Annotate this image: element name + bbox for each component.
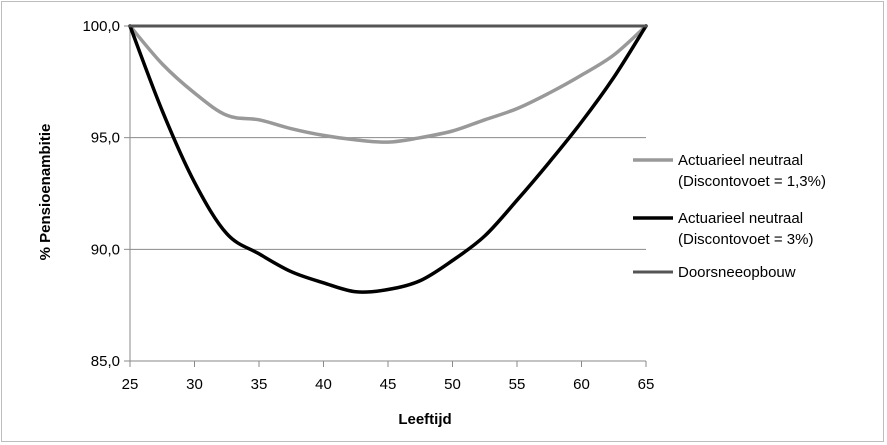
y-tick-label: 85,0 <box>91 353 120 370</box>
y-axis-title: % Pensioenambitie <box>37 124 54 261</box>
legend-label: Actuarieel neutraal <box>678 210 803 227</box>
y-tick-label: 100,0 <box>82 18 120 35</box>
x-tick-label: 30 <box>186 376 203 393</box>
series-line-discontovoet-3 <box>128 24 648 294</box>
series-lines <box>128 24 648 294</box>
series-line-discontovoet-1-3 <box>128 24 648 144</box>
y-tick-label: 95,0 <box>91 130 120 147</box>
x-tick-label: 65 <box>638 376 655 393</box>
x-tick-label: 55 <box>509 376 526 393</box>
legend-label: (Discontovoet = 3%) <box>678 231 813 248</box>
x-tick-label: 40 <box>315 376 332 393</box>
y-tick-labels: 100,0 95,0 90,0 85,0 <box>82 18 120 370</box>
x-tick-labels: 25 30 35 40 45 50 55 60 65 <box>122 376 655 393</box>
legend-label: Actuarieel neutraal <box>678 152 803 169</box>
x-tick-label: 35 <box>251 376 268 393</box>
axes <box>124 25 647 367</box>
x-tick-label: 50 <box>444 376 461 393</box>
y-tick-label: 90,0 <box>91 241 120 258</box>
x-tick-label: 45 <box>380 376 397 393</box>
x-axis-title: Leeftijd <box>398 411 451 428</box>
x-tick-label: 60 <box>573 376 590 393</box>
legend-label: (Discontovoet = 1,3%) <box>678 173 826 190</box>
x-tick-label: 25 <box>122 376 139 393</box>
legend: Actuarieel neutraal (Discontovoet = 1,3%)… <box>633 152 826 281</box>
legend-label: Doorsneeopbouw <box>678 264 796 281</box>
